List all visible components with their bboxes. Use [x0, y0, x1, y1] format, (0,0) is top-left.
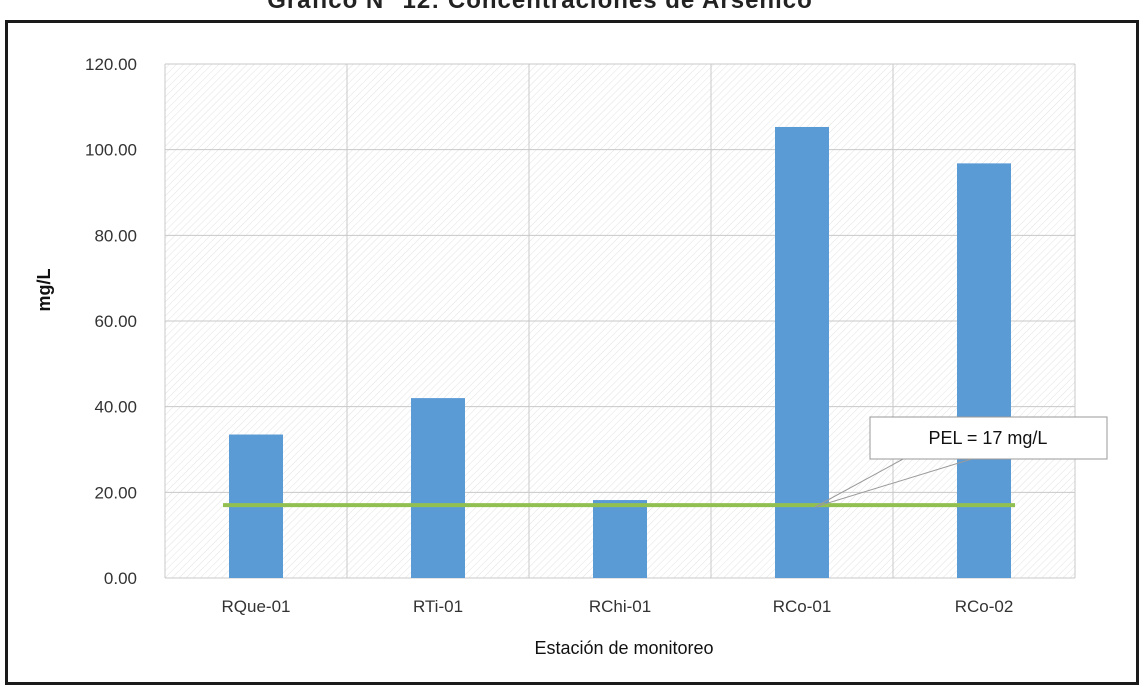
y-tick-label: 120.00: [85, 55, 137, 74]
x-tick-label: RChi-01: [589, 597, 651, 616]
grid-layer: [164, 63, 1076, 579]
y-tick-label: 0.00: [104, 569, 137, 588]
bar-rchi-01: [593, 500, 647, 578]
bar-rco-01: [775, 126, 829, 578]
y-tick-layer: 0.00 20.00 40.00 60.00 80.00 100.00 120.00: [85, 55, 137, 588]
pel-callout-box: [869, 416, 1108, 460]
x-axis-title: Estación de monitoreo: [534, 638, 713, 658]
bar-rco-02: [957, 163, 1011, 578]
pel-callout-leader-a: [814, 457, 906, 508]
pel-callout-leader-b: [814, 457, 976, 508]
y-axis-title: mg/L: [34, 268, 54, 311]
x-tick-layer: RQue-01 RTi-01 RChi-01 RCo-01 RCo-02: [222, 597, 1014, 616]
x-tick-label: RTi-01: [413, 597, 463, 616]
y-tick-label: 80.00: [94, 226, 137, 245]
x-tick-label: RCo-01: [773, 597, 832, 616]
pel-callout-label: PEL = 17 mg/L: [929, 428, 1048, 448]
bar-rti-01: [411, 398, 465, 578]
y-tick-label: 20.00: [94, 483, 137, 502]
y-tick-label: 60.00: [94, 312, 137, 331]
y-tick-label: 40.00: [94, 398, 137, 417]
x-tick-label: RQue-01: [222, 597, 291, 616]
chart-title: Gráfico N° 12: Concentraciones de Arséni…: [267, 0, 813, 14]
x-tick-label: RCo-02: [955, 597, 1014, 616]
pel-callout: PEL = 17 mg/L: [814, 416, 1108, 508]
y-tick-label: 100.00: [85, 141, 137, 160]
